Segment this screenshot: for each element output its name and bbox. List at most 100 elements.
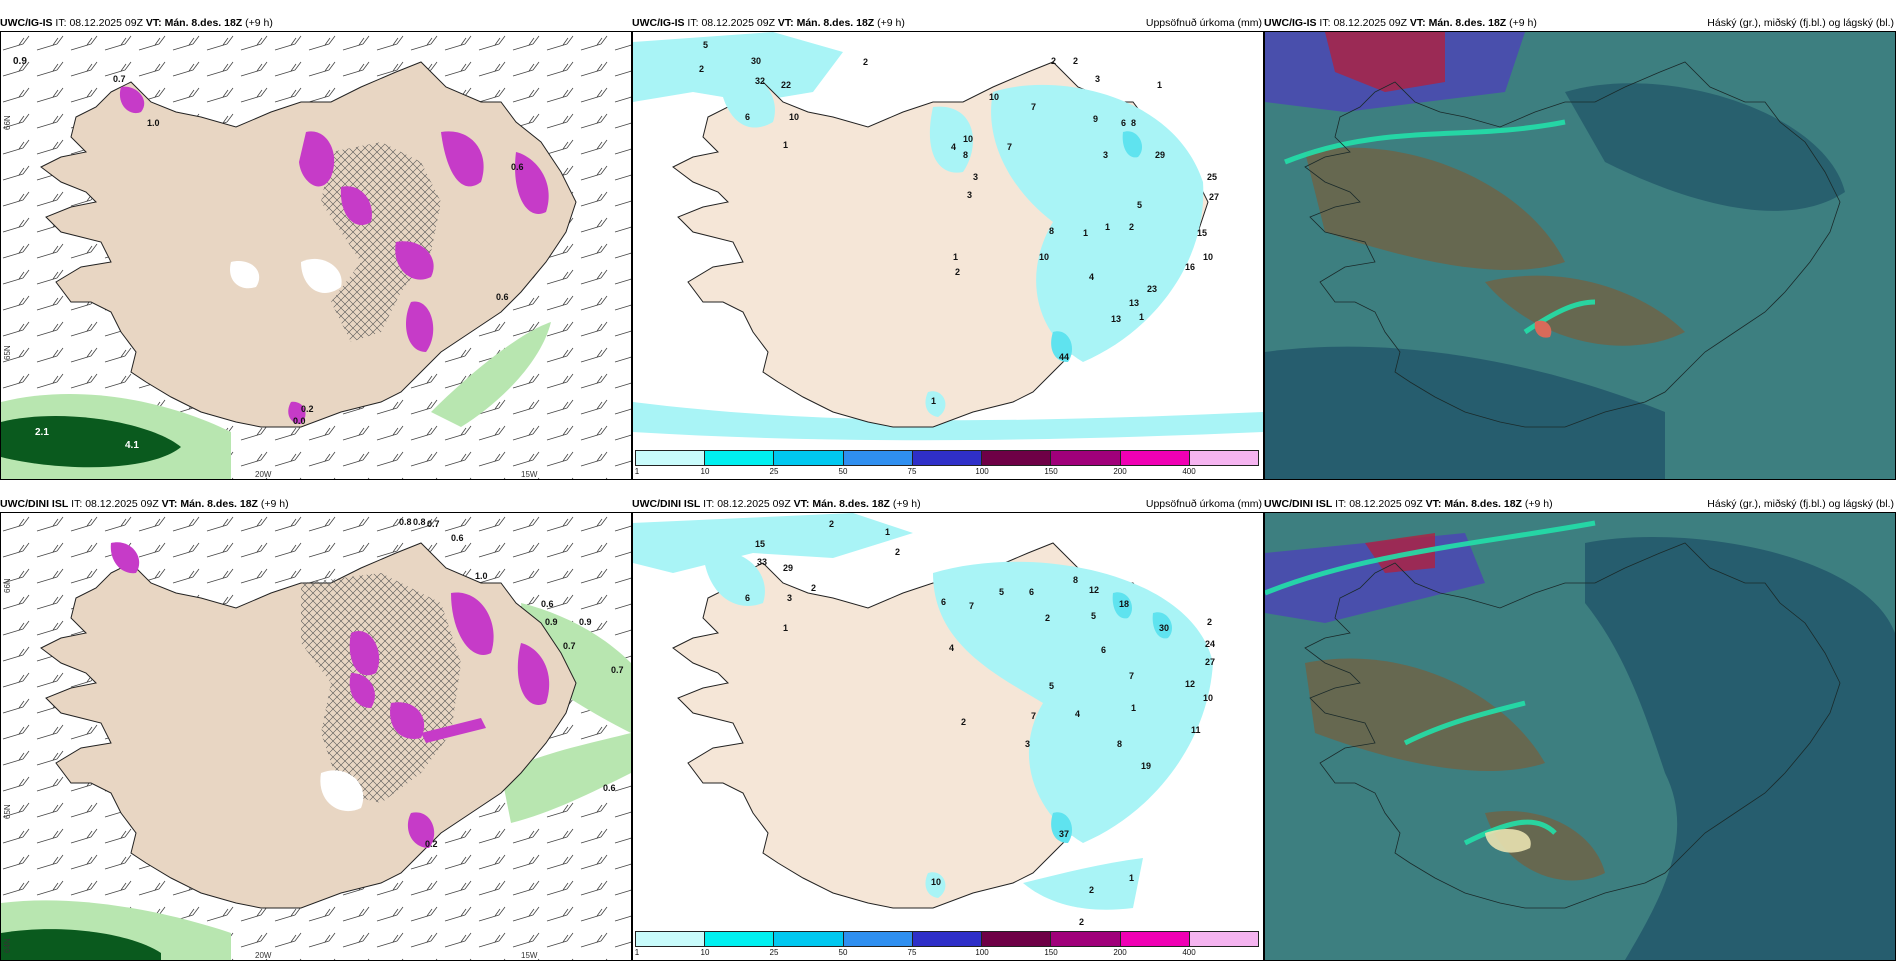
- value-label: 5: [1137, 200, 1143, 210]
- value-label: 29: [783, 563, 794, 573]
- snow-patch-7: [349, 673, 375, 708]
- value-label: 2: [955, 267, 961, 277]
- value-label: 33: [757, 557, 768, 567]
- value-label: 0.2: [425, 839, 438, 849]
- value-label: 3: [1103, 150, 1109, 160]
- panel-header: UWC/DINI ISL IT: 08.12.2025 09Z VT: Mán.…: [632, 497, 1264, 512]
- valid-label: VT:: [161, 498, 178, 510]
- cloud-bright: [1485, 828, 1531, 853]
- value-label: 1: [885, 527, 891, 537]
- map-frame: 2 1 2 15 33 29 6 3 2 1 6 7 5 6 2 4 8 12 …: [632, 512, 1264, 961]
- precip-land-se: [1051, 812, 1073, 843]
- value-label: 6: [745, 112, 751, 122]
- value-label: 0.8: [413, 517, 426, 527]
- value-label: 1: [1139, 312, 1145, 322]
- valid-label: VT:: [1425, 498, 1442, 510]
- value-label: 13: [1129, 298, 1140, 308]
- model-name: UWC/DINI ISL: [632, 498, 701, 510]
- precip-land-se: [1051, 331, 1073, 362]
- lon-label: 20W: [255, 951, 272, 960]
- value-label: 7: [1007, 142, 1013, 152]
- lat-label: 66N: [3, 115, 12, 130]
- value-label: 6: [1121, 118, 1127, 128]
- value-label: 27: [1209, 192, 1220, 202]
- value-label: 2: [1079, 917, 1085, 927]
- panel-header: UWC/IG-IS IT: 08.12.2025 09Z VT: Mán. 8.…: [0, 16, 632, 31]
- cloud-brown-2: [1485, 275, 1685, 346]
- precip-sea-nw: [633, 32, 843, 102]
- map-title: Háský (gr.), miðský (fj.bl.) og lágský (…: [1707, 498, 1894, 510]
- colorbar-label: 75: [907, 948, 917, 957]
- init-time: 08.12.2025 09Z: [1349, 498, 1423, 510]
- value-label: 10: [931, 877, 942, 887]
- lead-time: (+9 h): [245, 17, 273, 29]
- precip-land-s: [925, 391, 946, 417]
- value-label: 3: [787, 593, 793, 603]
- value-label: 0.6: [496, 292, 509, 302]
- valid-label: VT:: [145, 17, 162, 29]
- glacier-white-2: [301, 258, 342, 293]
- value-label: 2: [699, 64, 705, 74]
- value-label: 12: [1185, 679, 1196, 689]
- colorbar-label: 150: [1044, 467, 1058, 476]
- value-label: 8: [963, 150, 969, 160]
- panel-header: UWC/IG-IS IT: 08.12.2025 09Z VT: Mán. 8.…: [632, 16, 1264, 31]
- colorbar-label: 1: [634, 948, 640, 957]
- value-label: 1: [783, 140, 789, 150]
- init-label: IT:: [703, 498, 715, 510]
- value-label: 27: [1205, 657, 1216, 667]
- panel-header: UWC/DINI ISL IT: 08.12.2025 09Z VT: Mán.…: [0, 497, 632, 512]
- value-label: 11: [1191, 725, 1201, 735]
- value-label: 3: [967, 190, 973, 200]
- snow-patch-6: [407, 812, 435, 848]
- colorbar-segment: [843, 932, 913, 946]
- value-label: 7: [1031, 102, 1037, 112]
- value-label: 10: [1203, 252, 1214, 262]
- model-name: UWC/IG-IS: [632, 17, 685, 29]
- cloud-map: [1265, 32, 1895, 479]
- coastline: [1304, 542, 1841, 909]
- colorbar-segment: [843, 451, 913, 465]
- map-frame: 0.8 0.8 0.7 0.6 1.0 0.9 0.7 0.6 0.7 0.9 …: [0, 512, 632, 961]
- lead-time: (+9 h): [892, 498, 921, 510]
- value-label: 6: [941, 597, 947, 607]
- lon-label: 20W: [255, 470, 272, 479]
- valid-time: Mán. 8.des. 18Z: [180, 498, 258, 510]
- value-label: 0.6: [603, 783, 616, 793]
- panel-header: UWC/DINI ISL IT: 08.12.2025 09Z VT: Mán.…: [1264, 497, 1896, 512]
- init-label: IT:: [1319, 17, 1331, 29]
- row1-panel-precip-accum: UWC/IG-IS IT: 08.12.2025 09Z VT: Mán. 8.…: [632, 16, 1264, 480]
- coastline: [1304, 61, 1841, 428]
- value-label: 30: [751, 56, 762, 66]
- value-label: 22: [781, 80, 792, 90]
- value-label: 0.7: [427, 519, 440, 529]
- map-frame: 5 2 2 30 32 22 6 10 1 10 10 4 8 3 3 7 7 …: [632, 31, 1264, 480]
- value-label: 3: [973, 172, 979, 182]
- colorbar-label: 400: [1182, 467, 1196, 476]
- value-label: 0.9: [545, 617, 558, 627]
- panel-header: UWC/IG-IS IT: 08.12.2025 09Z VT: Mán. 8.…: [1264, 16, 1896, 31]
- colorbar-segment: [982, 451, 1052, 465]
- colorbar-label: 200: [1113, 467, 1127, 476]
- value-label: 2: [1073, 56, 1079, 66]
- snow-patch-7: [119, 86, 145, 114]
- precip-land-ne: [991, 84, 1204, 362]
- value-label: 2: [1051, 56, 1057, 66]
- valid-label: VT:: [1409, 17, 1426, 29]
- precip-land-west: [929, 106, 973, 173]
- init-label: IT:: [1335, 498, 1347, 510]
- colorbar-label: 100: [975, 948, 989, 957]
- value-label: 7: [1031, 711, 1037, 721]
- value-label: 0.6: [451, 533, 464, 543]
- value-label: 3: [1025, 739, 1031, 749]
- value-label: 5: [703, 40, 709, 50]
- colorbar-label: 200: [1113, 948, 1127, 957]
- colorbar-segment: [774, 932, 844, 946]
- value-label: 2: [961, 717, 967, 727]
- snow-patch-2: [340, 186, 372, 226]
- value-label: 16: [1185, 262, 1196, 272]
- value-label: 1: [783, 623, 789, 633]
- value-label: 2: [863, 57, 869, 67]
- value-label: 0.6: [541, 599, 554, 609]
- colorbar-segment: [1189, 451, 1258, 465]
